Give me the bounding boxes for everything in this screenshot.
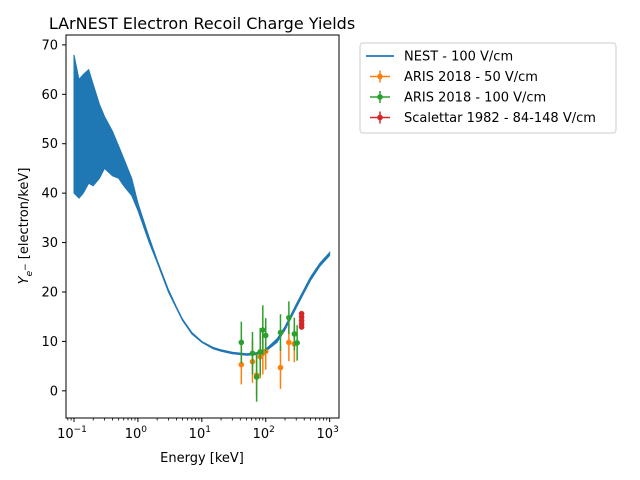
legend-label: Scalettar 1982 - 84-148 V/cm [404,111,596,126]
legend-marker [377,94,383,100]
y-tick-label: 70 [41,38,58,53]
chart-title: LArNEST Electron Recoil Charge Yields [49,14,355,33]
data-point [286,339,292,346]
legend-label: NEST - 100 V/cm [404,50,513,65]
y-tick-label: 60 [41,88,58,103]
plot-area [73,54,331,402]
data-point [291,331,298,337]
x-tick-label: 103 [317,425,339,442]
data-point [260,327,266,333]
x-tick-label: 102 [253,425,275,442]
data-point [277,364,284,371]
legend-label: ARIS 2018 - 100 V/cm [404,91,546,106]
legend-marker [377,73,383,80]
data-point [286,314,292,321]
data-point [277,329,284,336]
legend-label: ARIS 2018 - 50 V/cm [404,70,538,85]
data-point [238,339,245,346]
nest-band-series [73,54,331,356]
x-tick-label: 10−1 [57,425,87,442]
y-axis-label: Ye− [electron/keV] [17,168,35,285]
y-tick-label: 30 [41,236,58,251]
data-point [262,332,269,339]
data-point [253,374,260,380]
data-point [249,350,256,357]
legend-marker [377,114,383,121]
legend: NEST - 100 V/cm ARIS 2018 - 50 V/cm ARIS 2… [359,42,617,134]
x-tick-label: 100 [125,425,148,442]
axes: 10−1 100 101 102 103 0 10 20 30 40 50 60 70 [41,38,338,442]
data-point [294,340,300,346]
x-axis-label: Energy [keV] [160,451,244,466]
legend-box [359,42,617,134]
data-point [257,348,264,355]
data-point [298,324,305,330]
y-tick-label: 20 [41,285,58,300]
axes-frame [65,34,340,419]
y-tick-label: 50 [41,137,58,152]
data-point [238,361,245,368]
y-tick-label: 40 [41,187,58,202]
x-tick-label: 101 [189,425,211,442]
y-tick-label: 10 [41,335,58,350]
y-tick-label: 0 [50,384,58,399]
